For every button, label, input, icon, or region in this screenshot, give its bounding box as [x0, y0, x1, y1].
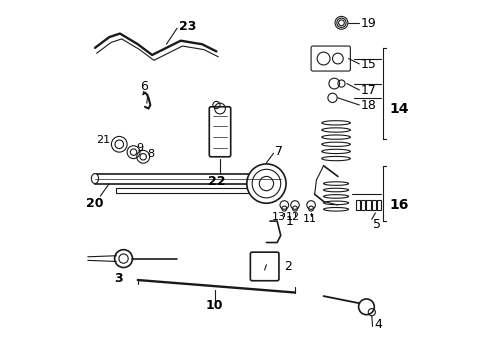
Text: 7: 7 [275, 145, 283, 158]
Bar [372, 200, 376, 210]
Text: 15: 15 [361, 58, 377, 72]
Text: 23: 23 [179, 20, 196, 33]
Text: 18: 18 [360, 99, 376, 112]
Bar [356, 200, 360, 210]
Text: 14: 14 [390, 102, 409, 116]
Text: 10: 10 [206, 299, 223, 312]
Text: 2: 2 [284, 260, 292, 273]
Text: 4: 4 [374, 318, 382, 331]
Bar [377, 200, 381, 210]
Text: 1: 1 [286, 215, 294, 228]
Text: 3: 3 [114, 272, 122, 285]
FancyBboxPatch shape [311, 46, 350, 71]
Circle shape [247, 164, 286, 203]
Bar [117, 188, 281, 193]
Text: 8: 8 [147, 149, 154, 159]
Text: 20: 20 [86, 197, 104, 210]
Text: 6: 6 [140, 80, 148, 93]
Text: 13: 13 [272, 212, 286, 222]
Text: 17: 17 [360, 84, 376, 97]
Bar [361, 200, 366, 210]
Text: 11: 11 [303, 214, 317, 224]
Text: 22: 22 [208, 175, 225, 188]
FancyBboxPatch shape [250, 252, 279, 281]
Bar [367, 200, 371, 210]
Text: 5: 5 [373, 218, 381, 231]
Ellipse shape [277, 174, 284, 184]
Ellipse shape [92, 174, 98, 184]
Text: 19: 19 [361, 17, 377, 30]
Text: 12: 12 [286, 212, 299, 222]
Text: 16: 16 [390, 198, 409, 212]
Bar [95, 174, 281, 184]
Text: 21: 21 [96, 135, 110, 145]
FancyBboxPatch shape [209, 107, 231, 157]
Text: 9: 9 [136, 143, 143, 153]
